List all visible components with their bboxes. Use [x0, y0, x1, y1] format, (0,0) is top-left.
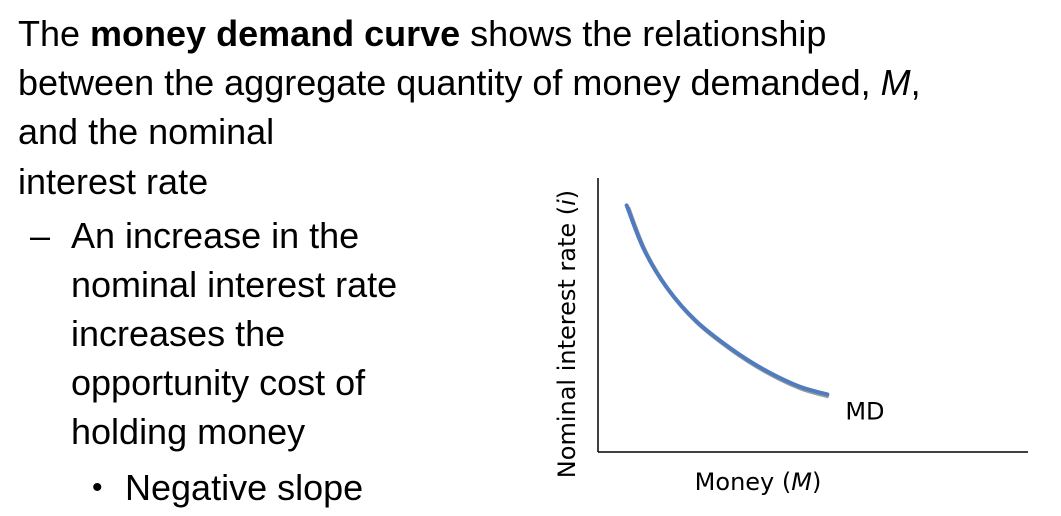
- sub-bullet-line: increases the: [71, 313, 286, 354]
- bullet-marker: •: [92, 471, 103, 504]
- title-line-3: and the nominal: [18, 111, 275, 152]
- title-line-2: between the aggregate quantity of money …: [18, 62, 921, 103]
- series-layer: MD: [624, 203, 885, 425]
- md-curve-shadow: [626, 206, 830, 399]
- sub-sub-bullet: Negative slope: [125, 467, 364, 508]
- title-line-1: The money demand curve shows the relatio…: [18, 13, 827, 54]
- sub-bullet-line: holding money: [71, 411, 306, 452]
- dash-marker: –: [30, 215, 51, 256]
- md-curve-label: MD: [845, 397, 884, 425]
- term-money-demand-curve: money demand curve: [90, 13, 461, 54]
- title-line-4: interest rate: [18, 161, 209, 202]
- sub-bullet-line: nominal interest rate: [71, 264, 398, 305]
- sub-bullet-line: An increase in the: [71, 215, 360, 256]
- x-axis-label: Money (M): [695, 468, 822, 496]
- variable-m: M: [880, 62, 911, 103]
- sub-bullet-line: opportunity cost of: [71, 362, 366, 403]
- md-curve: [624, 203, 830, 397]
- y-axis-label: Nominal interest rate (i): [553, 190, 581, 478]
